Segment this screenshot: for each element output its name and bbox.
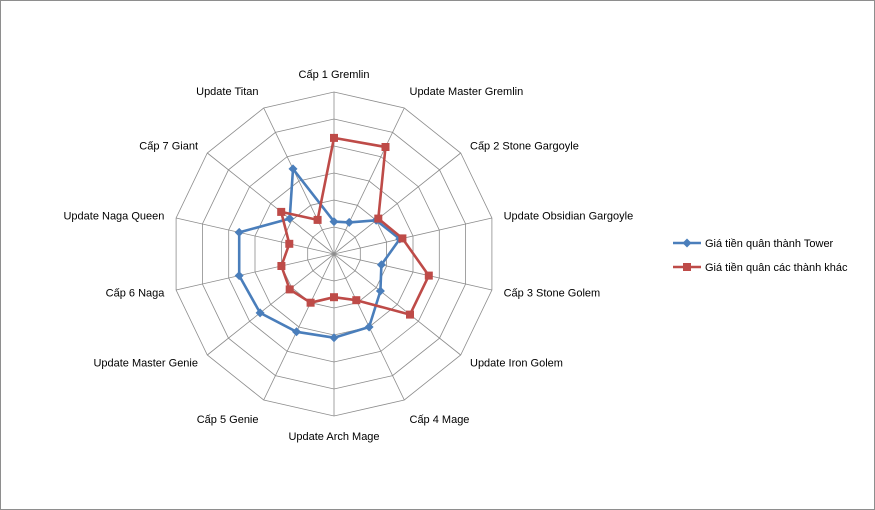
category-label: Cấp 5 Genie	[197, 414, 259, 426]
category-label: Update Master Gremlin	[410, 86, 524, 98]
data-point	[313, 215, 322, 224]
data-point	[288, 164, 298, 174]
data-point	[364, 322, 374, 332]
spoke-1	[333, 107, 405, 255]
data-point	[398, 234, 407, 243]
data-point	[306, 298, 315, 307]
spoke-10	[176, 253, 335, 291]
series-layer	[234, 133, 433, 343]
legend: Giá tiền quân thành Tower Giá tiền quân c…	[673, 238, 848, 274]
data-point	[330, 293, 338, 302]
data-point	[285, 214, 295, 224]
spoke-3	[333, 217, 492, 255]
data-point	[375, 286, 385, 296]
category-label: Cấp 1 Gremlin	[299, 69, 370, 81]
spoke-5	[333, 253, 461, 356]
spoke-8	[263, 253, 335, 401]
category-label: Cấp 2 Stone Gargoyle	[470, 141, 579, 153]
data-point	[234, 271, 244, 281]
series-line	[279, 136, 431, 316]
category-label: Cấp 6 Naga	[106, 288, 166, 300]
legend-label: Giá tiền quân các thành khác	[705, 262, 848, 274]
data-point	[406, 310, 414, 319]
spoke-2	[333, 152, 461, 255]
category-label: Cấp 4 Mage	[410, 414, 470, 426]
data-point	[234, 227, 244, 237]
category-label: Update Obsidian Gargoyle	[504, 210, 634, 222]
series-1	[277, 133, 433, 319]
data-point	[329, 217, 339, 227]
spoke-12	[207, 152, 335, 255]
data-point	[424, 271, 433, 280]
category-labels: Cấp 1 Gremlin Update Master Gremlin Cấp 2 …	[63, 69, 633, 443]
series-0	[234, 164, 405, 343]
data-point	[292, 327, 301, 337]
data-point	[352, 296, 361, 305]
data-point	[381, 143, 390, 151]
category-label: Update Iron Golem	[470, 358, 563, 370]
legend-label: Giá tiền quân thành Tower	[705, 238, 834, 250]
spoke-9	[207, 253, 335, 356]
radar-grid	[175, 91, 493, 417]
legend-marker	[683, 263, 691, 271]
category-label: Update Master Genie	[93, 358, 198, 370]
category-label: Update Titan	[196, 86, 258, 98]
data-point	[344, 217, 354, 227]
data-point	[374, 214, 383, 223]
data-point	[376, 260, 386, 270]
category-label: Update Arch Mage	[288, 431, 379, 443]
data-point	[285, 239, 294, 248]
data-point	[277, 262, 286, 270]
data-point	[329, 333, 339, 343]
data-point	[330, 133, 338, 142]
spoke-4	[333, 253, 492, 291]
spoke-11	[176, 217, 335, 255]
category-label: Update Naga Queen	[63, 210, 164, 222]
category-label: Cấp 3 Stone Golem	[504, 288, 601, 300]
spoke-13	[263, 107, 335, 255]
category-label: Cấp 7 Giant	[139, 141, 198, 153]
data-point	[277, 207, 286, 216]
data-point	[285, 285, 294, 294]
data-point	[255, 308, 265, 318]
legend-marker	[682, 238, 692, 248]
